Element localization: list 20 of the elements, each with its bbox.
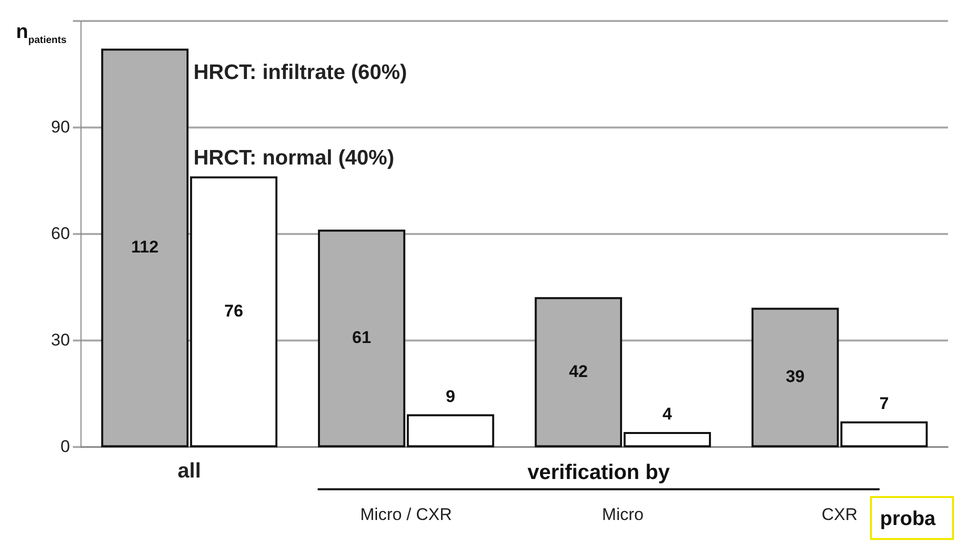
- y-tick-label: 90: [50, 117, 70, 136]
- data-label: 7: [879, 394, 889, 414]
- data-label: 112: [131, 238, 159, 257]
- data-label: 39: [786, 367, 805, 386]
- series-label: HRCT: normal (40%): [194, 146, 394, 170]
- data-label: 76: [224, 301, 244, 320]
- y-tick-label: 60: [50, 224, 70, 243]
- data-label: 61: [352, 328, 372, 348]
- x-tick-label: Micro: [602, 504, 644, 524]
- data-label: 42: [568, 362, 588, 381]
- y-tick-label: 30: [50, 330, 70, 350]
- text: verification by: [527, 460, 670, 484]
- data-label: 4: [662, 404, 673, 424]
- x-tick-label: all: [178, 460, 201, 483]
- x-tick-label: CXR: [822, 504, 858, 524]
- series-label: HRCT: infiltrate (60%): [194, 60, 408, 84]
- x-tick-label: Micro / CXR: [360, 504, 452, 524]
- y-tick-label: 0: [60, 436, 70, 456]
- data-label: 9: [446, 386, 456, 406]
- note-box: proba: [870, 496, 954, 540]
